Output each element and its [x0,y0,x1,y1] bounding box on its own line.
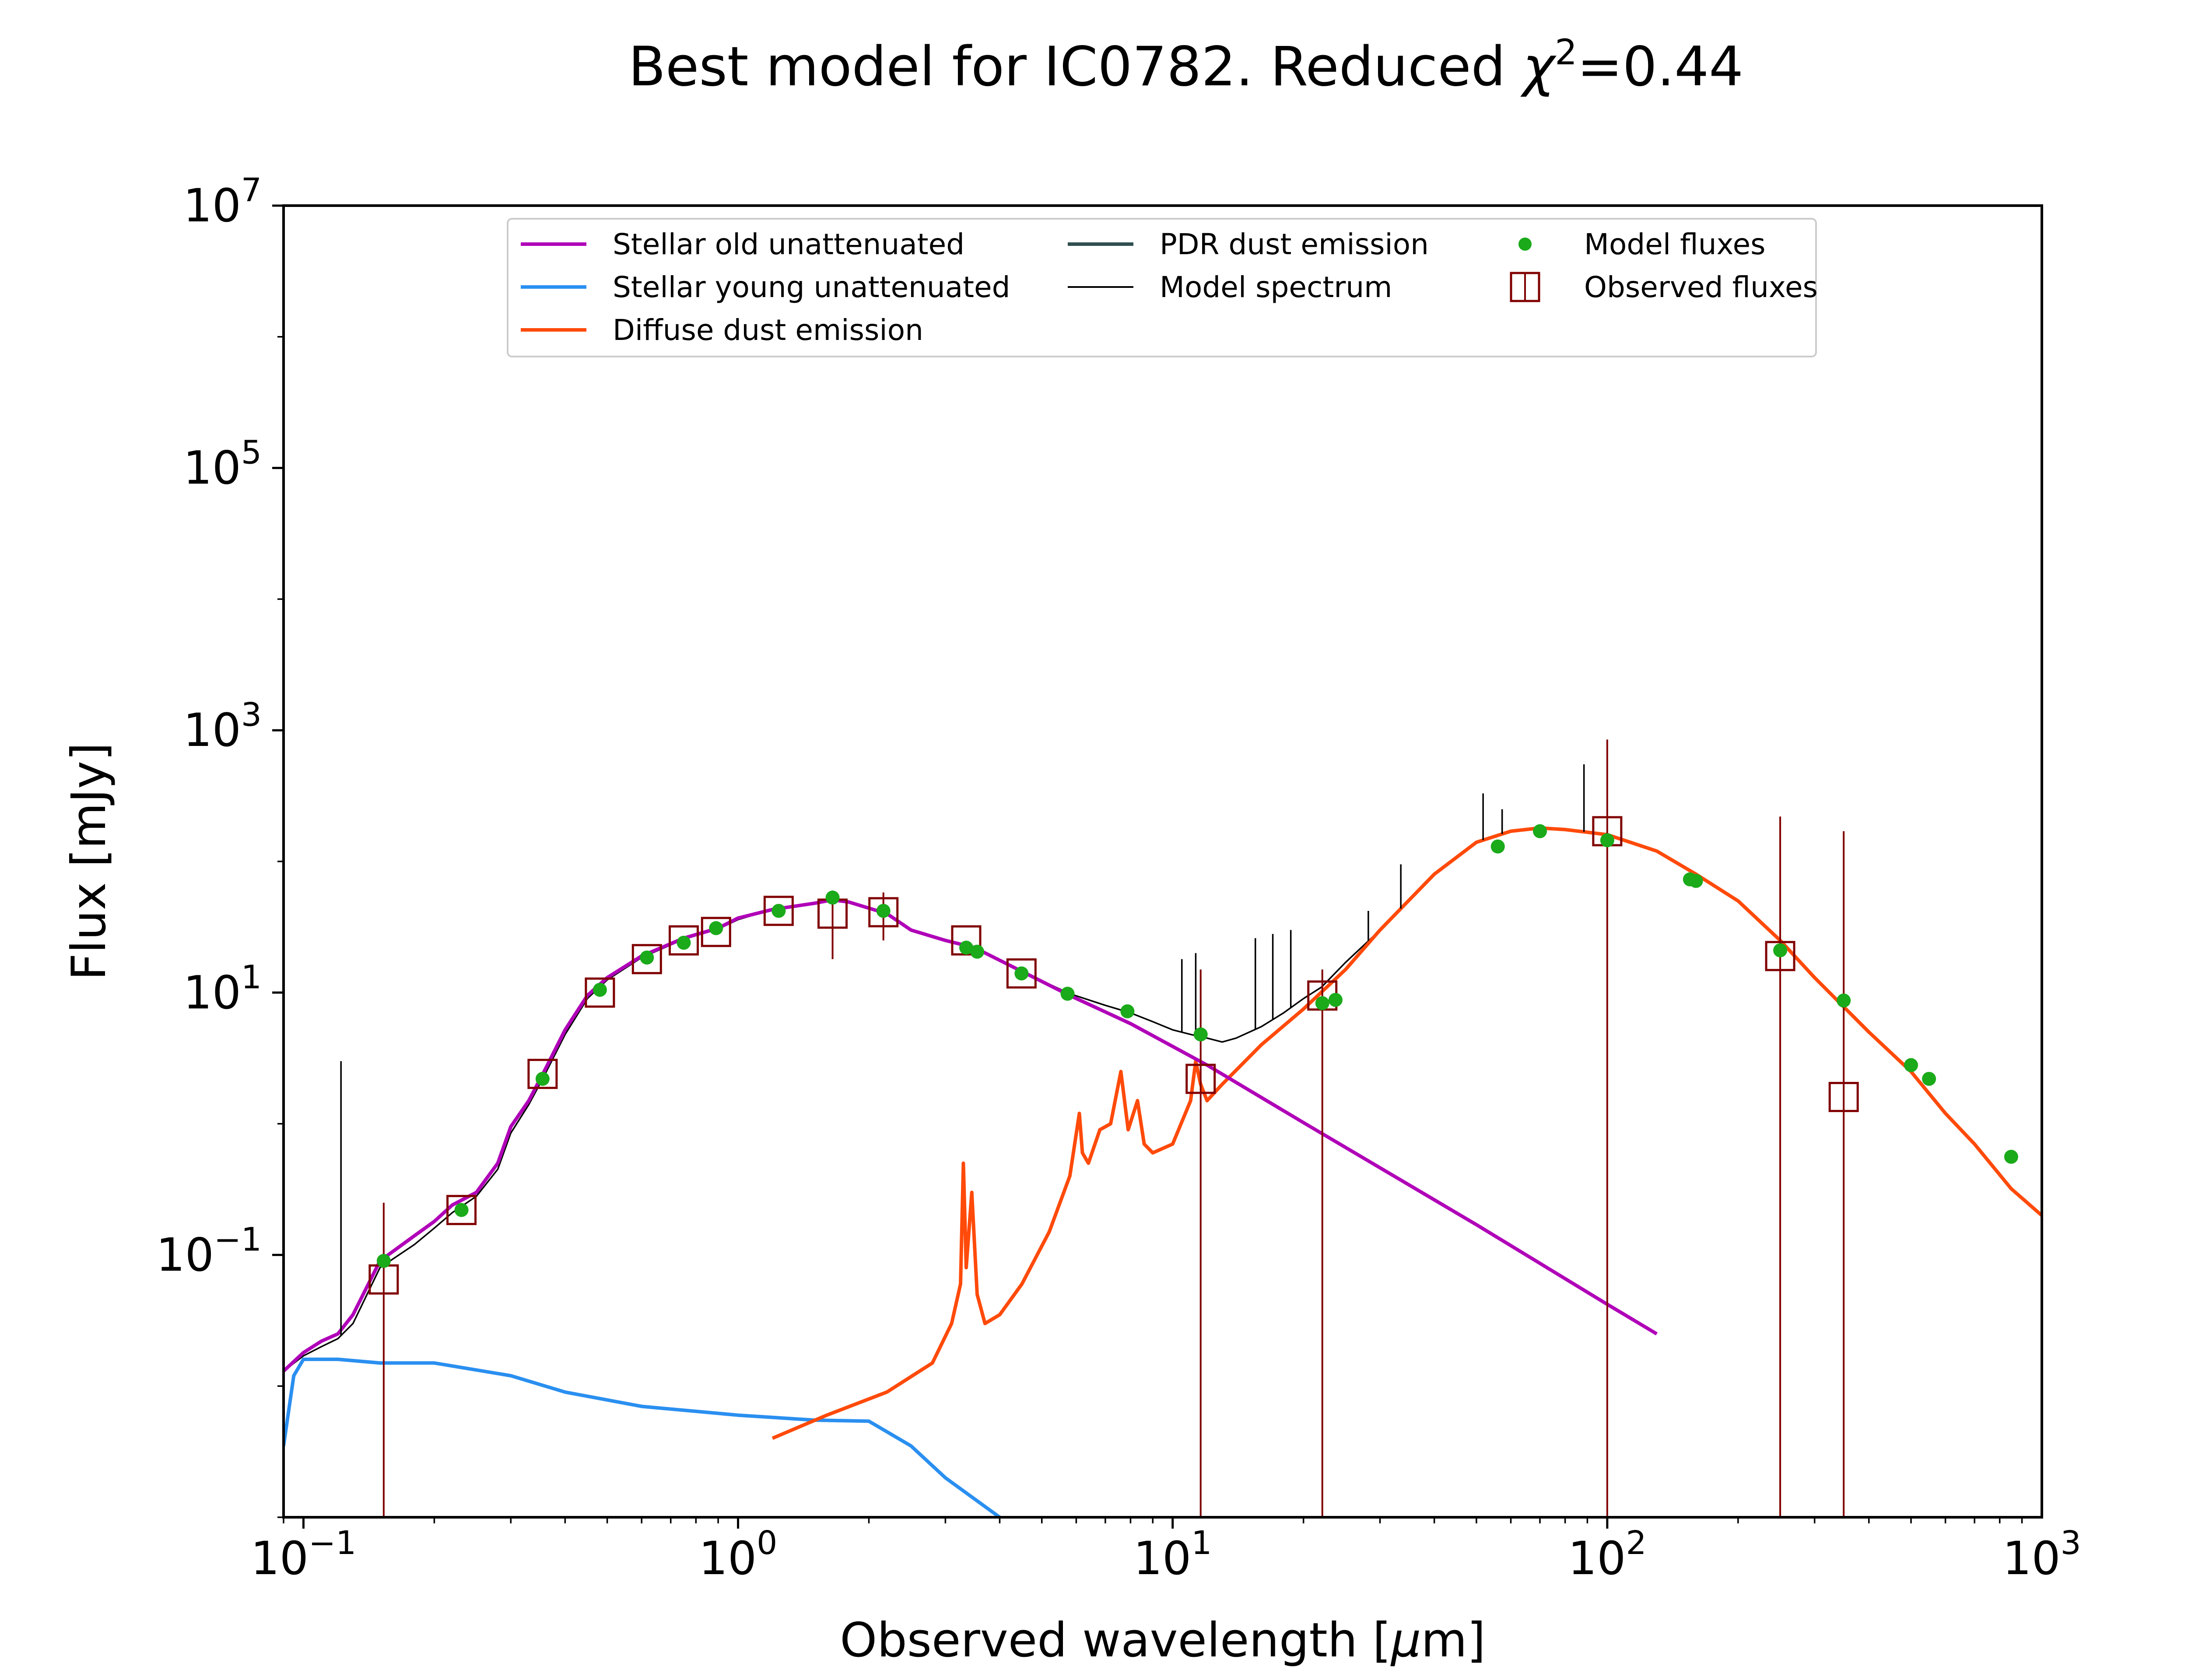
series-line-stellar-old [284,898,1658,1372]
y-axis-label: Flux [mJy] [62,742,116,980]
chart-title: Best model for IC0782. Reduced χ2=0.44 [628,32,1743,98]
legend-label-stellar-young: Stellar young unattenuated [613,270,1010,304]
plot-frame [282,204,2043,1519]
model-flux-point-12 [1014,966,1029,980]
x-tick-label: 10−1 [251,1524,356,1585]
model-flux-point-0 [376,1254,391,1268]
legend-label-model-fluxes: Model fluxes [1584,228,1766,261]
observed-flux-marker-16 [1828,1082,1859,1112]
observed-flux-marker-5 [669,925,699,956]
model-flux-point-2 [535,1071,550,1086]
model-flux-point-8 [825,890,840,905]
observed-flux-marker-7 [763,896,794,926]
model-flux-point-15 [1193,1027,1208,1042]
observed-flux-marker-9 [868,897,899,928]
legend-label-pdr-dust: PDR dust emission [1160,228,1429,261]
observed-flux-marker-15 [1765,941,1795,971]
model-flux-point-9 [876,903,891,918]
observed-flux-marker-4 [631,944,662,974]
model-flux-point-24 [1837,993,1851,1008]
series-line-diffuse-dust [771,826,2042,1440]
title-chi-exponent: 2 [1555,32,1577,73]
observed-flux-marker-11 [1006,958,1037,989]
model-flux-point-3 [593,983,607,997]
legend-label-diffuse-dust: Diffuse dust emission [613,313,923,347]
model-flux-point-17 [1328,993,1343,1007]
legend-box [507,218,1817,357]
model-flux-point-14 [1120,1004,1135,1018]
model-flux-point-18 [1490,839,1505,854]
legend-label-model-spectrum: Model spectrum [1160,270,1392,304]
title-prefix: Best model for IC0782. Reduced [628,35,1523,98]
y-tick-label: 101 [183,959,262,1019]
marker-layer [368,739,2018,1517]
model-flux-point-22 [1689,874,1703,888]
model-flux-point-26 [1922,1071,1936,1086]
y-tick-label: 105 [183,434,262,495]
observed-flux-marker-3 [585,977,615,1008]
x-axis-label: Observed wavelength [μm] [840,1613,1486,1668]
model-flux-point-1 [454,1203,469,1217]
observed-flux-marker-6 [701,917,731,947]
y-tick-label: 103 [183,696,262,757]
model-flux-point-7 [771,903,786,918]
title-suffix: =0.44 [1577,35,1743,98]
model-flux-point-4 [640,950,654,965]
legend-label-stellar-old: Stellar old unattenuated [613,228,964,261]
observed-flux-marker-2 [527,1059,558,1089]
model-flux-point-23 [1773,943,1788,958]
legend-swatch-model-fluxes [1518,238,1532,251]
model-flux-point-16 [1315,996,1329,1011]
x-tick-label: 100 [699,1524,777,1585]
model-flux-point-11 [970,945,985,959]
model-flux-point-20 [1600,833,1614,847]
model-flux-point-25 [1904,1058,1918,1072]
observed-flux-marker-1 [446,1195,477,1225]
x-tick-label: 101 [1133,1524,1212,1585]
y-tick-label: 10−1 [156,1221,262,1281]
model-flux-point-27 [2004,1150,2018,1164]
axis-layer: 10−1 100 101 102 103 10−1 101 103 105 107 [156,172,2081,1585]
model-flux-point-19 [1533,824,1547,838]
x-tick-label: 103 [2002,1524,2081,1585]
observed-flux-marker-12 [1185,1064,1216,1094]
x-axis-label-prefix: Observed wavelength [ [840,1613,1391,1668]
legend: Stellar old unattenuated Stellar young un… [507,218,1818,357]
model-flux-point-10 [959,941,974,955]
title-chi: χ [1520,35,1557,98]
model-flux-point-6 [709,921,723,935]
y-tick-label: 107 [183,172,262,232]
series-line-stellar-young [284,1358,1001,1517]
model-flux-point-5 [677,935,691,950]
series-line-model-spectrum [284,827,2042,1372]
x-axis-label-mu: μ [1390,1613,1421,1668]
model-flux-point-13 [1060,987,1075,1001]
x-axis-label-suffix: m] [1421,1613,1485,1668]
legend-label-observed-fluxes: Observed fluxes [1584,270,1818,304]
series-layer [284,764,2042,1517]
x-tick-label: 102 [1568,1524,1646,1585]
